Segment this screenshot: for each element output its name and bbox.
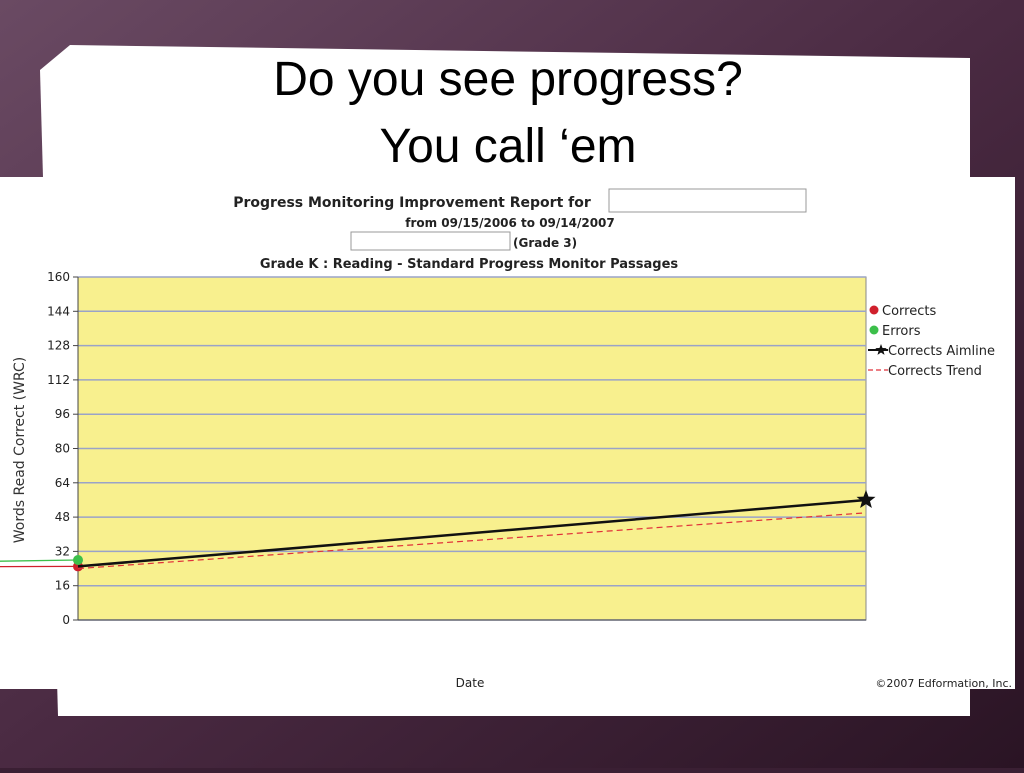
y-axis-label: Words Read Correct (WRC) bbox=[12, 357, 28, 543]
y-tick-label: 112 bbox=[47, 373, 70, 387]
y-tick-label: 160 bbox=[47, 270, 70, 284]
data-point bbox=[73, 554, 83, 565]
y-tick-label: 96 bbox=[55, 407, 70, 421]
series-line bbox=[77, 498, 867, 568]
date-range: from 09/15/2006 to 09/14/2007 bbox=[405, 216, 615, 230]
legend-label: Corrects Trend bbox=[888, 364, 982, 379]
legend-label: Corrects Aimline bbox=[888, 344, 995, 359]
legend-label: Corrects bbox=[882, 304, 936, 319]
passage: Grade K : Reading - Standard Progress Mo… bbox=[260, 257, 679, 272]
legend-marker bbox=[869, 325, 879, 335]
y-tick-label: 80 bbox=[55, 442, 70, 456]
student-box bbox=[350, 231, 511, 251]
y-tick-label: 48 bbox=[55, 510, 70, 524]
y-tick-label: 64 bbox=[55, 476, 70, 490]
slide-title: Do you see progress? bbox=[273, 53, 743, 106]
grade: (Grade 3) bbox=[513, 236, 577, 250]
y-tick-label: 0 bbox=[62, 613, 70, 627]
slide-title: You call ‘em bbox=[379, 120, 636, 173]
legend-marker bbox=[875, 344, 887, 355]
legend-marker bbox=[869, 305, 879, 315]
aim-star bbox=[856, 489, 876, 508]
y-tick-label: 144 bbox=[47, 304, 70, 318]
y-tick-label: 128 bbox=[47, 339, 70, 353]
name-box bbox=[608, 188, 807, 213]
copyright: ©2007 Edformation, Inc. bbox=[875, 677, 1012, 690]
x-axis-label: Date bbox=[456, 676, 485, 690]
legend-label: Errors bbox=[882, 324, 921, 339]
chart-title: Progress Monitoring Improvement Report f… bbox=[233, 195, 591, 211]
y-tick-label: 16 bbox=[55, 579, 70, 593]
y-tick-label: 32 bbox=[55, 544, 70, 558]
series-line bbox=[77, 512, 867, 570]
